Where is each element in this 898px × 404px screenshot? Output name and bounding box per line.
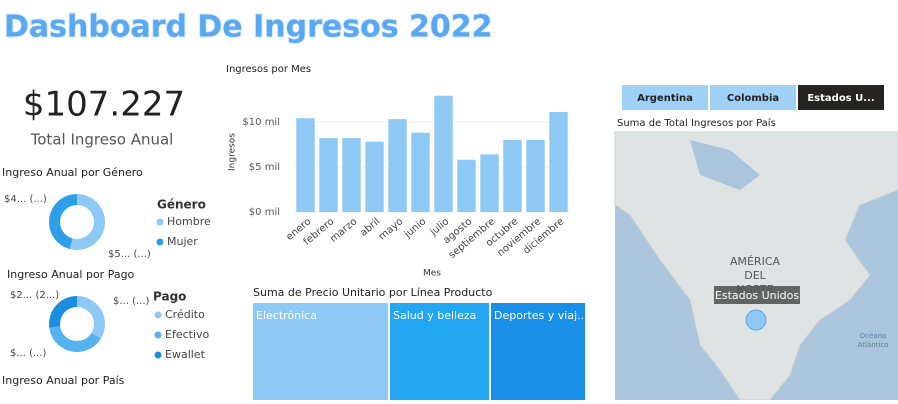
tooltip — [714, 286, 800, 304]
data-label: $5... (...) — [108, 249, 151, 260]
donut-slice — [48, 194, 77, 250]
chart-title: Ingreso Anual por Pago — [7, 268, 135, 281]
treemap-tile — [491, 303, 585, 400]
donut-slice — [48, 296, 77, 328]
chart-title: Ingreso Anual por Género — [2, 166, 143, 179]
data-label: $4... (...) — [4, 194, 47, 205]
treemap-tile — [390, 303, 489, 400]
legend-marker — [154, 351, 162, 359]
legend-marker — [156, 218, 164, 226]
legend-label: Ewallet — [165, 348, 206, 361]
y-axis-label: Ingresos — [228, 133, 238, 171]
treemap-label: Electrónica — [256, 309, 317, 322]
bar — [526, 139, 545, 212]
chart-title: Ingresos por Mes — [226, 64, 311, 75]
bar — [457, 159, 476, 212]
bar — [434, 95, 453, 212]
title: Dashboard De Ingresos 2022 — [4, 10, 493, 45]
map-bubble[interactable] — [745, 309, 767, 331]
filter-button[interactable] — [622, 85, 708, 110]
x-tick-label: marzo — [328, 216, 359, 245]
data-label: $2... (2...) — [10, 290, 59, 301]
y-tick-label: $10 mil — [242, 117, 280, 128]
bar — [388, 119, 407, 212]
kpi-value: $107.227 — [23, 85, 185, 125]
button-label[interactable]: Estados U... — [807, 93, 874, 104]
legend-label: Hombre — [167, 215, 211, 228]
bar — [342, 138, 361, 212]
legend-label: Mujer — [167, 235, 198, 248]
bar — [319, 138, 338, 212]
region-label: DEL — [744, 269, 766, 282]
legend-marker — [154, 331, 162, 339]
legend-title: Pago — [153, 290, 186, 304]
region-label: AMÉRICA — [730, 255, 781, 268]
data-label: $... (...) — [113, 296, 150, 307]
filter-button[interactable] — [710, 85, 796, 110]
legend-label: Efectivo — [165, 328, 210, 341]
chart-title: Suma de Precio Unitario por Línea Produc… — [253, 286, 493, 299]
donut-slice — [77, 296, 105, 339]
ocean-label: Océano — [860, 332, 887, 340]
bar — [365, 141, 384, 212]
bar — [549, 111, 568, 212]
treemap-label: Deportes y viaj... — [494, 309, 588, 322]
x-tick-label: junio — [402, 216, 428, 241]
donut-slice — [69, 194, 105, 251]
chart-title: Suma de Total Ingresos por País — [617, 117, 776, 129]
y-tick-label: $5 mil — [249, 162, 280, 173]
tooltip-text: Estados Unidos — [715, 289, 799, 302]
button-label[interactable]: Colombia — [727, 93, 779, 104]
y-tick-label: $0 mil — [249, 207, 280, 218]
filter-button[interactable] — [798, 85, 884, 110]
button-label[interactable]: Argentina — [637, 93, 693, 104]
donut-slice — [49, 326, 101, 353]
x-tick-label: mayo — [377, 216, 405, 242]
bar — [296, 118, 315, 212]
map[interactable]: AMÉRICA DEL NORTE Estados Unidos Océano … — [614, 131, 898, 401]
legend-title: Género — [157, 198, 206, 212]
chart-title: Ingreso Anual por País — [2, 374, 125, 387]
ocean-label: Atlántico — [858, 341, 889, 349]
treemap-tile — [253, 303, 388, 400]
kpi-label: Total Ingreso Anual — [30, 131, 174, 149]
legend-label: Crédito — [165, 308, 205, 321]
legend-marker — [154, 311, 162, 319]
bar — [503, 139, 522, 212]
x-axis-label: Mes — [423, 269, 441, 279]
land — [614, 131, 898, 401]
bay — [690, 140, 760, 190]
data-label: $... (...) — [10, 348, 47, 359]
treemap-label: Salud y belleza — [393, 309, 476, 322]
legend-marker — [156, 238, 164, 246]
bar — [480, 154, 499, 212]
bar — [411, 132, 430, 212]
